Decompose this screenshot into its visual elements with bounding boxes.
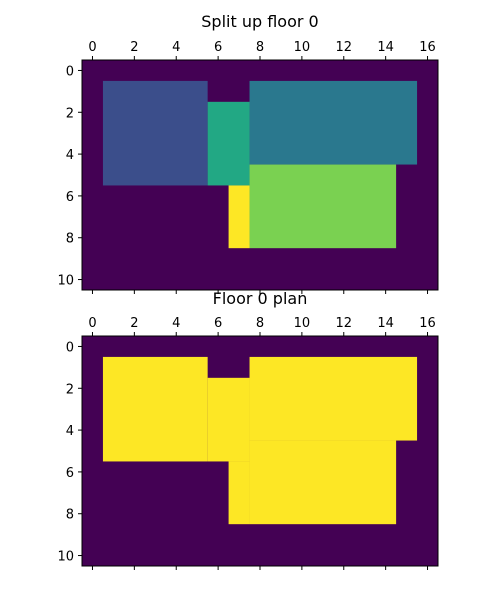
heatmap-region-4 — [228, 461, 250, 525]
x-tick-label: 8 — [256, 316, 264, 331]
x-tick-label: 16 — [419, 40, 436, 55]
heatmap-region-0 — [102, 80, 208, 186]
y-tick-label: 2 — [66, 106, 74, 121]
y-tick-label: 10 — [57, 550, 74, 565]
chart-title: Floor 0 plan — [213, 289, 308, 308]
heatmap-region-2 — [207, 101, 250, 186]
x-tick-label: 2 — [130, 40, 138, 55]
x-tick-label: 0 — [88, 316, 96, 331]
x-tick-label: 0 — [88, 40, 96, 55]
heatmap-region-3 — [249, 164, 397, 249]
y-tick-label: 6 — [66, 466, 74, 481]
x-tick-label: 12 — [335, 316, 352, 331]
heatmap-region-3 — [249, 440, 397, 525]
y-tick-label: 0 — [66, 340, 74, 355]
y-tick-label: 6 — [66, 190, 74, 205]
x-tick-label: 14 — [377, 40, 394, 55]
x-tick-label: 8 — [256, 40, 264, 55]
heatmap-region-2 — [207, 377, 250, 462]
y-tick-label: 4 — [66, 148, 74, 163]
x-tick-label: 6 — [214, 40, 222, 55]
floor-plan-chart: 0 2 4 6 8 10 12 14 16 0 2 4 6 8 10 Floor 0 plan — [57, 289, 439, 570]
x-tick-label: 16 — [419, 316, 436, 331]
heatmap-region-4 — [228, 185, 250, 249]
chart-title: Split up floor 0 — [201, 12, 318, 31]
x-tick-label: 4 — [172, 316, 180, 331]
y-tick-label: 2 — [66, 382, 74, 397]
y-tick-label: 10 — [57, 274, 74, 289]
x-tick-label: 2 — [130, 316, 138, 331]
x-tick-label: 6 — [214, 316, 222, 331]
x-tick-label: 4 — [172, 40, 180, 55]
heatmap-region-0 — [102, 356, 208, 462]
y-tick-label: 0 — [66, 64, 74, 79]
y-tick-label: 4 — [66, 424, 74, 439]
heatmap-region-1 — [249, 80, 418, 165]
split-up-floor-chart: 0 2 4 6 8 10 12 14 16 0 2 4 6 8 10 Split up floor 0 — [57, 12, 439, 294]
heatmap-region-1 — [249, 356, 418, 441]
y-tick-label: 8 — [66, 508, 74, 523]
x-tick-label: 10 — [294, 40, 311, 55]
x-tick-label: 12 — [335, 40, 352, 55]
y-tick-label: 8 — [66, 232, 74, 247]
x-tick-label: 14 — [377, 316, 394, 331]
x-tick-label: 10 — [294, 316, 311, 331]
